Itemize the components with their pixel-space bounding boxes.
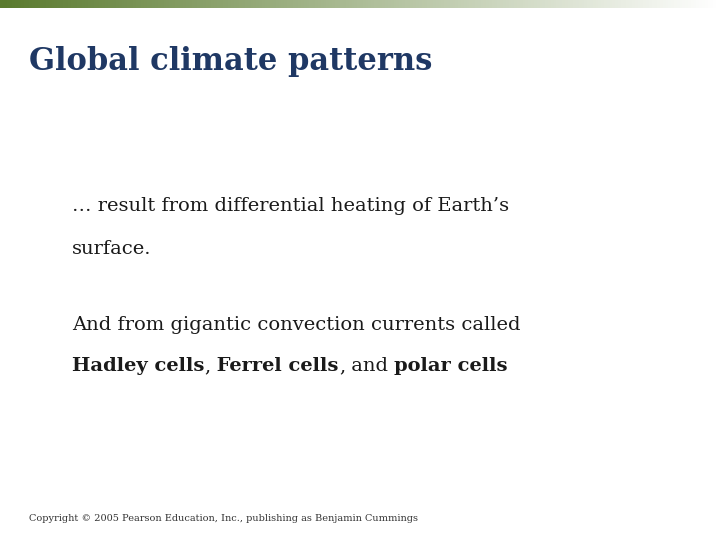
Text: polar cells: polar cells <box>395 357 508 375</box>
Text: And from gigantic convection currents called: And from gigantic convection currents ca… <box>72 316 521 334</box>
Text: Global climate patterns: Global climate patterns <box>29 46 432 77</box>
Text: ,: , <box>339 357 345 375</box>
Text: surface.: surface. <box>72 240 151 258</box>
Text: Copyright © 2005 Pearson Education, Inc., publishing as Benjamin Cummings: Copyright © 2005 Pearson Education, Inc.… <box>29 514 418 523</box>
Text: Ferrel cells: Ferrel cells <box>210 357 339 375</box>
Text: and: and <box>345 357 395 375</box>
Text: Hadley cells: Hadley cells <box>72 357 204 375</box>
Text: ,: , <box>204 357 210 375</box>
Text: … result from differential heating of Earth’s: … result from differential heating of Ea… <box>72 197 509 215</box>
